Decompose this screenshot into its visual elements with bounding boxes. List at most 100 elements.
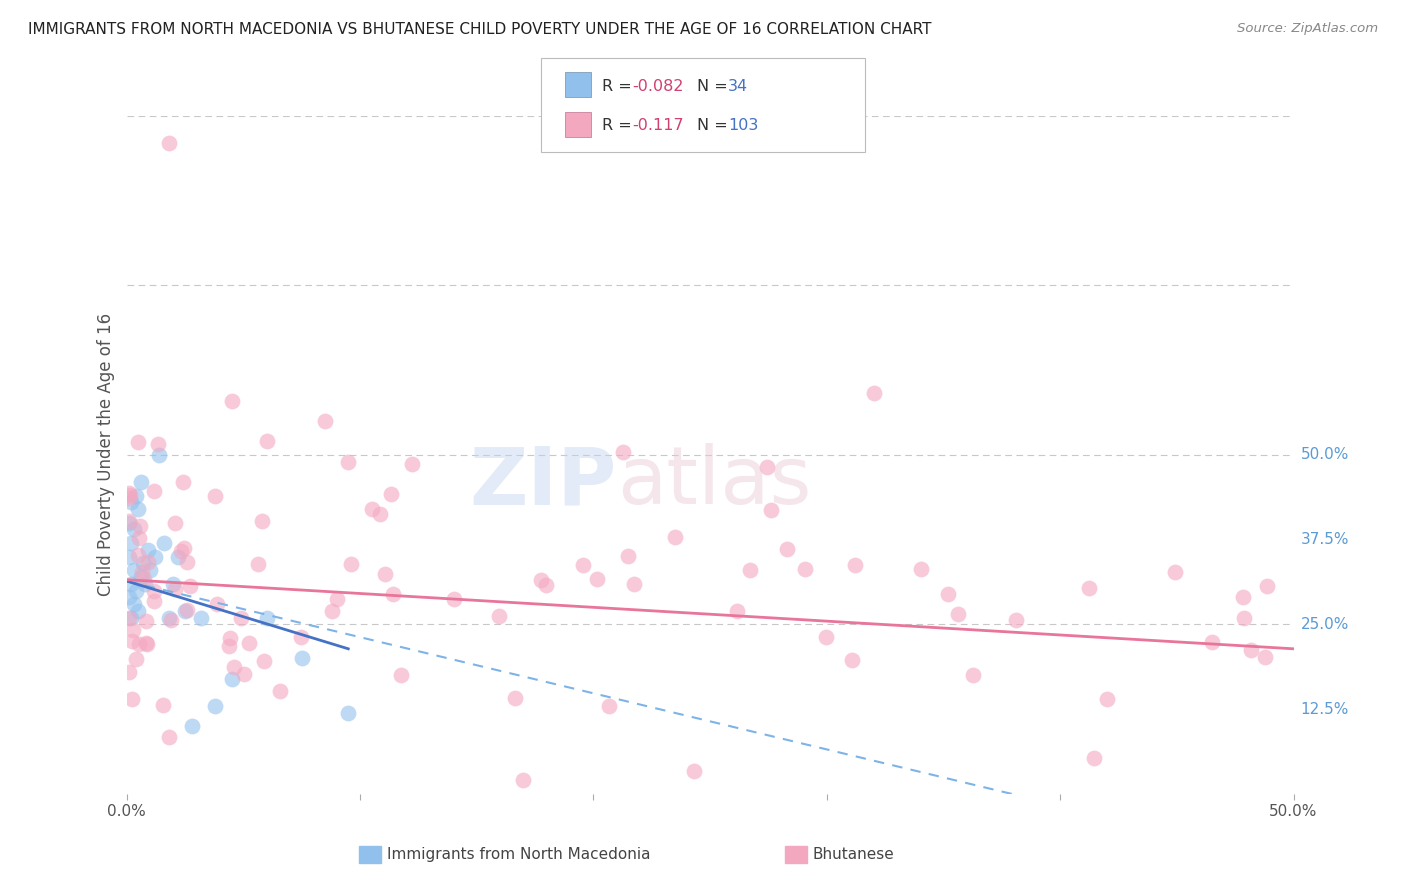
Point bbox=[118, 665, 141, 680]
Point bbox=[664, 530, 686, 544]
Point bbox=[862, 386, 884, 401]
Point bbox=[794, 562, 817, 576]
Text: atlas: atlas bbox=[617, 443, 811, 521]
Point bbox=[118, 515, 141, 529]
Point bbox=[165, 516, 187, 531]
Point bbox=[219, 632, 242, 646]
Point bbox=[503, 690, 526, 705]
Point bbox=[127, 604, 149, 618]
Point bbox=[1256, 578, 1278, 592]
Point bbox=[163, 582, 186, 597]
Point bbox=[1083, 751, 1105, 765]
Point bbox=[143, 483, 166, 498]
Point bbox=[148, 448, 170, 462]
Point bbox=[755, 459, 778, 474]
Point bbox=[125, 651, 148, 665]
Point bbox=[530, 573, 553, 587]
Point bbox=[775, 542, 797, 557]
Point bbox=[204, 489, 226, 503]
Point bbox=[118, 516, 141, 530]
Point bbox=[205, 597, 228, 611]
Point bbox=[131, 565, 153, 579]
Point bbox=[143, 549, 166, 564]
Text: 34: 34 bbox=[728, 78, 748, 94]
Point bbox=[314, 414, 336, 428]
Point bbox=[122, 623, 145, 637]
Point bbox=[321, 604, 343, 618]
Point bbox=[125, 583, 148, 598]
Point bbox=[1163, 565, 1185, 579]
Point bbox=[179, 579, 201, 593]
Text: Source: ZipAtlas.com: Source: ZipAtlas.com bbox=[1237, 22, 1378, 36]
Text: Immigrants from North Macedonia: Immigrants from North Macedonia bbox=[387, 847, 650, 862]
Point bbox=[290, 651, 312, 665]
Point bbox=[127, 435, 149, 450]
Point bbox=[120, 576, 142, 591]
Point bbox=[129, 570, 152, 584]
Point bbox=[962, 668, 984, 682]
Text: -0.117: -0.117 bbox=[633, 119, 685, 134]
Point bbox=[135, 636, 157, 650]
Point bbox=[1201, 635, 1223, 649]
Point bbox=[173, 541, 195, 555]
Point bbox=[360, 502, 382, 516]
Point bbox=[1232, 590, 1254, 604]
Point bbox=[572, 558, 595, 573]
Point bbox=[382, 587, 405, 601]
Point bbox=[616, 549, 638, 563]
Point bbox=[910, 562, 932, 576]
Point bbox=[120, 610, 142, 624]
Point bbox=[132, 557, 155, 571]
Point bbox=[121, 633, 143, 648]
Text: 12.5%: 12.5% bbox=[1301, 702, 1348, 716]
Point bbox=[129, 519, 152, 533]
Point bbox=[170, 543, 193, 558]
Point bbox=[180, 719, 202, 733]
Point bbox=[128, 637, 150, 651]
Point bbox=[190, 610, 212, 624]
Point bbox=[238, 636, 260, 650]
Point bbox=[118, 491, 141, 506]
Point bbox=[157, 610, 180, 624]
Point bbox=[256, 434, 278, 449]
Point bbox=[534, 577, 557, 591]
Point bbox=[389, 668, 412, 682]
Point bbox=[598, 699, 620, 714]
Point bbox=[127, 502, 149, 516]
Point bbox=[247, 558, 270, 572]
Text: R =: R = bbox=[602, 119, 641, 134]
Text: 50.0%: 50.0% bbox=[1301, 448, 1348, 462]
Point bbox=[269, 684, 291, 698]
Point bbox=[512, 773, 534, 788]
Point bbox=[229, 611, 252, 625]
Point bbox=[122, 563, 145, 577]
Point bbox=[125, 489, 148, 503]
Point bbox=[118, 591, 141, 605]
Text: -0.082: -0.082 bbox=[633, 78, 685, 94]
Point bbox=[844, 558, 866, 572]
Point bbox=[222, 660, 245, 674]
Point bbox=[143, 583, 166, 598]
Point bbox=[157, 136, 180, 150]
Point bbox=[815, 630, 838, 644]
Text: 37.5%: 37.5% bbox=[1301, 533, 1348, 547]
Point bbox=[221, 672, 243, 686]
Point bbox=[1240, 642, 1263, 657]
Text: IMMIGRANTS FROM NORTH MACEDONIA VS BHUTANESE CHILD POVERTY UNDER THE AGE OF 16 C: IMMIGRANTS FROM NORTH MACEDONIA VS BHUTA… bbox=[28, 22, 932, 37]
Point bbox=[118, 488, 141, 502]
Point bbox=[153, 536, 176, 550]
Point bbox=[337, 455, 360, 469]
Point bbox=[340, 557, 363, 571]
Text: Bhutanese: Bhutanese bbox=[813, 847, 894, 862]
Point bbox=[1077, 581, 1099, 595]
Point bbox=[1233, 611, 1256, 625]
Point bbox=[936, 587, 959, 601]
Point bbox=[221, 393, 243, 408]
Point bbox=[118, 549, 141, 564]
Point bbox=[233, 667, 256, 681]
Point bbox=[176, 555, 198, 569]
Point bbox=[152, 698, 174, 712]
Point bbox=[488, 609, 510, 624]
Point bbox=[204, 698, 226, 713]
Point bbox=[374, 567, 396, 582]
